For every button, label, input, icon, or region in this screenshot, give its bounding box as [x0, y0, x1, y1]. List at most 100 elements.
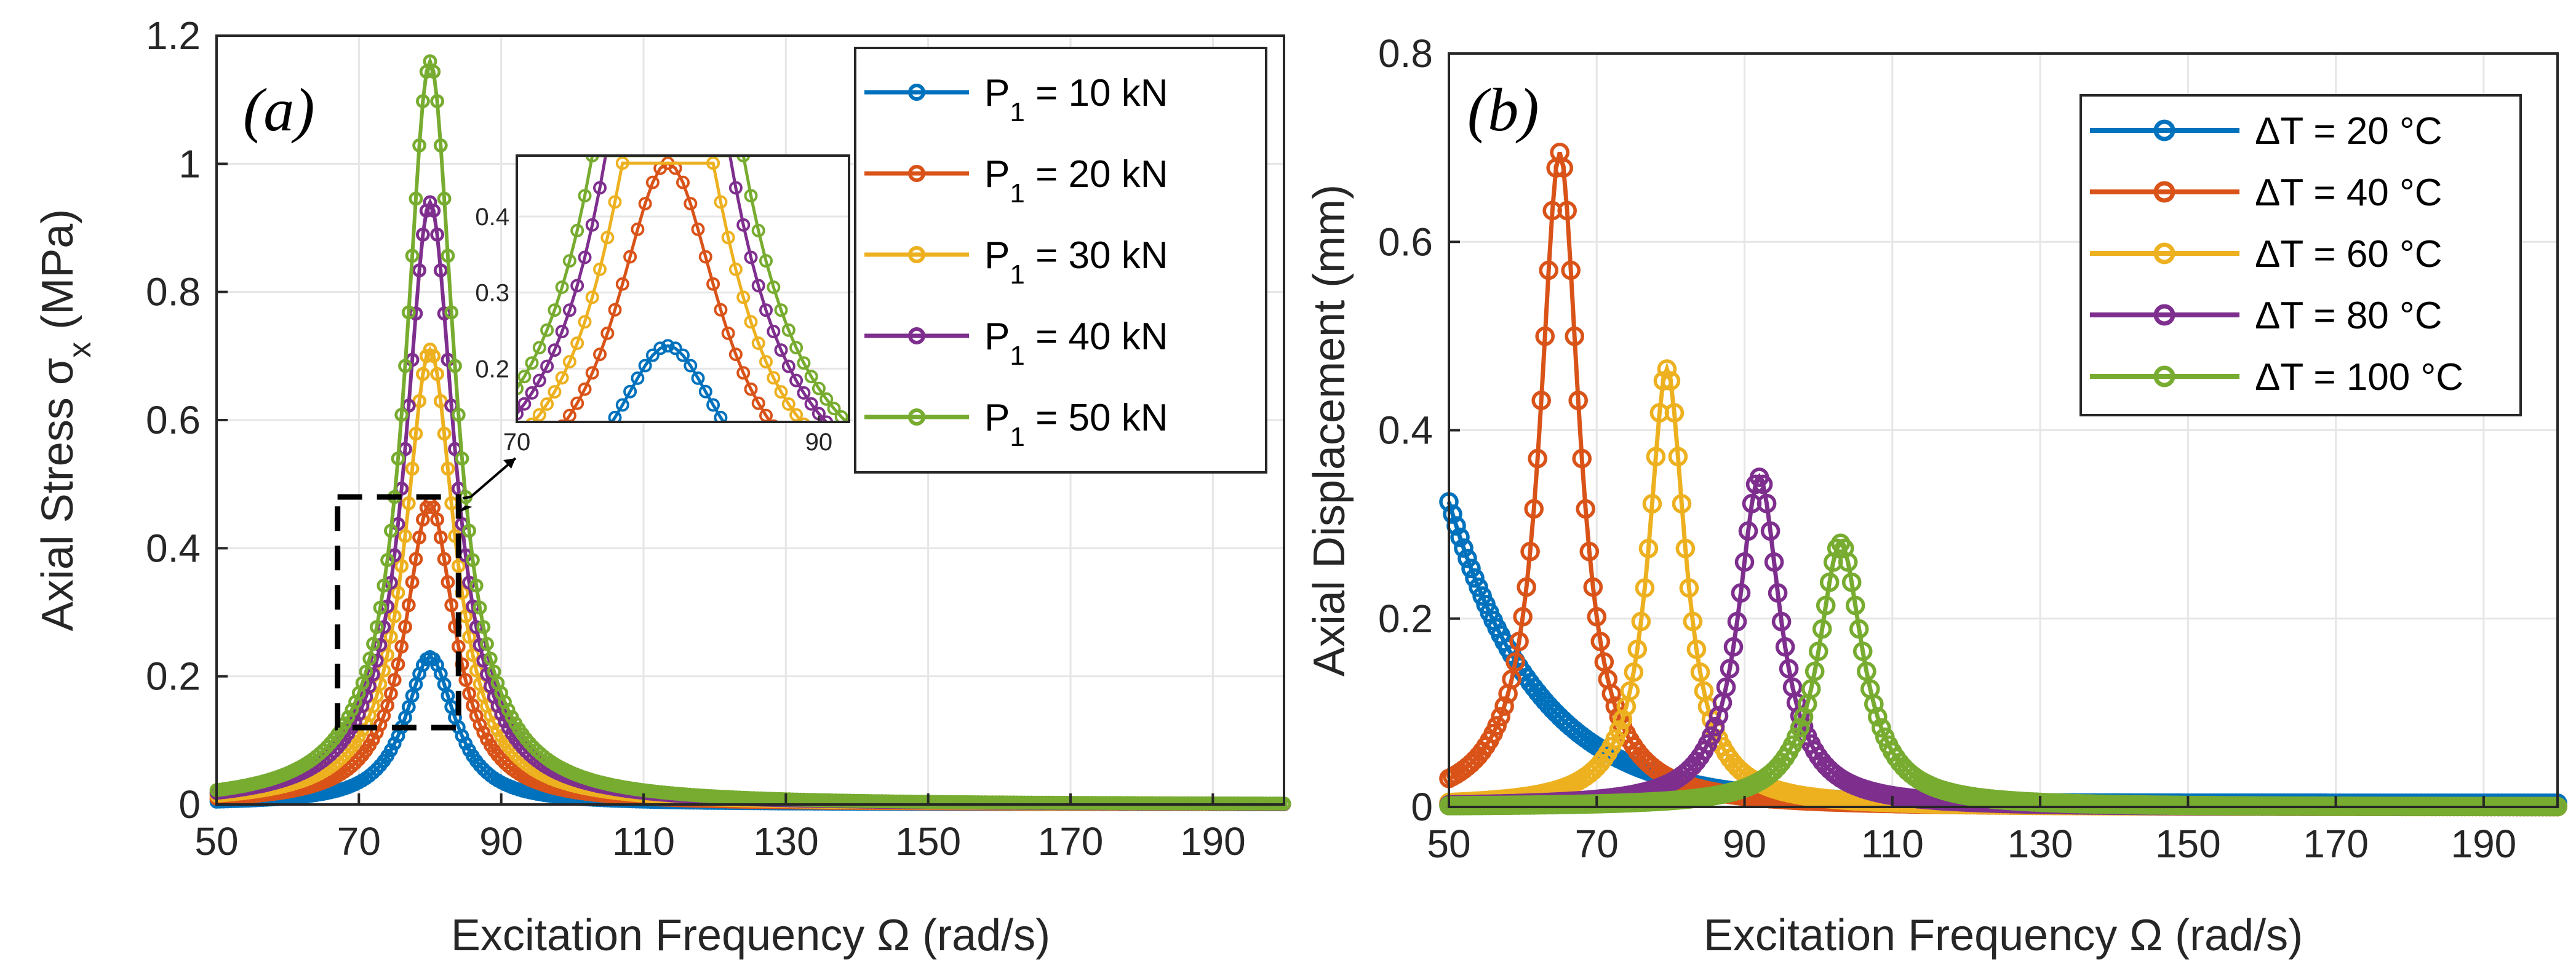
- panel-a-legend-label-main-3: P: [984, 234, 1010, 277]
- panel-a-x-tick-label-2: 90: [479, 819, 523, 864]
- panel-a-series-2-point-65: [441, 575, 455, 589]
- inset-series-1-point-10: [676, 348, 690, 362]
- inset-series-3-point-3: [540, 397, 554, 411]
- panel-a-legend-label-main-2: P: [984, 153, 1010, 196]
- inset-series-5-point-22: [804, 370, 818, 384]
- panel-b-series-2-point-37: [1576, 499, 1595, 519]
- inset-series-1: [608, 339, 728, 422]
- panel-b-series-2-point-42: [1594, 652, 1614, 672]
- panel-b-legend-marker-1: [2153, 119, 2175, 141]
- inset-series-3-point-20: [751, 336, 765, 350]
- panel-a-series-5-point-71: [462, 523, 476, 538]
- panel-a-series-3-point-68: [451, 558, 466, 573]
- panel-a-x-tick-label-3: 110: [612, 819, 675, 864]
- panel-b-series-5-point-116: [1868, 707, 1888, 727]
- panel-a-series-3-point-71: [462, 630, 476, 644]
- inset-series-2-point-25: [736, 366, 751, 380]
- inset-series-5-point-17: [767, 280, 781, 294]
- panel-a-legend-label-main-4: P: [984, 316, 1010, 358]
- inset-series-3-point-9: [585, 290, 599, 304]
- inset-series-2-point-12: [638, 197, 652, 211]
- panel-b-series-4-point-78: [1727, 611, 1747, 632]
- panel-b-series-3-point-67: [1686, 639, 1707, 659]
- panel-a-series-5-point-68: [451, 408, 466, 422]
- panel-b-series-3-point-46: [1609, 720, 1629, 740]
- panel-b-x-ticks: 50 70 90 110 130 150 170 190: [1427, 796, 2516, 866]
- inset-series-4-point-10: [570, 279, 584, 293]
- panel-b-legend-marker-3: [2153, 242, 2175, 264]
- panel-b-series-3-point-50: [1624, 662, 1644, 682]
- inset-series-3-point-15: [714, 195, 728, 209]
- inset-series-3-point-19: [744, 315, 758, 329]
- inset-series-5-point-23: [811, 381, 826, 395]
- panel-a-series-5-point-54: [401, 305, 416, 320]
- panel-b-series-2-point-18: [1505, 652, 1525, 672]
- inset-series-3-point-5: [555, 371, 569, 385]
- panel-a-series-5-point-49: [384, 523, 398, 538]
- panel-a-series-5-point-64: [437, 191, 452, 206]
- panel-b-series-4-point-87: [1760, 521, 1780, 541]
- panel-b-series-4-point-85: [1753, 474, 1773, 494]
- inset-series-4-point-13: [593, 181, 607, 195]
- panel-b-series-5-point-109: [1841, 572, 1862, 592]
- inset-series-4: [517, 156, 834, 422]
- panel-a-x-tick-label-4: 130: [753, 819, 819, 864]
- panel-a-series-2-point-54: [401, 598, 416, 613]
- inset-series-2-point-17: [676, 175, 690, 189]
- inset-series-3-point-14: [706, 156, 720, 170]
- panel-a-legend-label-2: P1 = 20 kN: [984, 153, 1168, 208]
- inset-series-5-point-25: [827, 402, 841, 416]
- panel-a-legend-label-5: P1 = 50 kN: [984, 397, 1168, 452]
- panel-b-series-2-point-31: [1553, 158, 1573, 178]
- panel-a-legend-label-rest-5: = 50 kN: [1025, 397, 1168, 439]
- panel-b-series-5-point-103: [1819, 572, 1840, 592]
- panel-b-series-3-point-54: [1638, 538, 1659, 558]
- inset-series-4-point-18: [744, 250, 758, 264]
- inset-series-1-point-2: [615, 398, 629, 412]
- panel-a-series-3-point-49: [384, 630, 398, 644]
- inset-series-1-point-13: [698, 384, 712, 399]
- panel-a-x-tick-label-7: 190: [1180, 819, 1246, 864]
- panel-b-series-1-point-5: [1457, 549, 1477, 568]
- panel-a-y-ticks: 0 0.2 0.4 0.6 0.8 1 1.2: [146, 14, 228, 827]
- panel-b-series-1-point-4: [1454, 538, 1473, 558]
- inset-series-4-point-3: [517, 397, 532, 411]
- panel-a-series-3-point-53: [398, 529, 412, 543]
- panel-a-series-5-point-53: [398, 359, 412, 373]
- panel-a-series-4-point-43: [362, 679, 377, 694]
- inset-series-5-point-19: [781, 323, 796, 337]
- panel-b-x-tick-label-2: 90: [1723, 822, 1766, 866]
- panel-a-series-5-point-45: [369, 620, 384, 634]
- panel-b-series-2-point-19: [1509, 632, 1529, 651]
- panel-a-series-2-point-44: [366, 732, 380, 747]
- panel-b-series-5-point-98: [1801, 679, 1821, 699]
- panel-b-series-5-point-96: [1793, 707, 1814, 727]
- inset-series-3-point-10: [593, 262, 607, 276]
- panel-a-legend-marker-4: [908, 327, 925, 344]
- panel-a-series-5-point-55: [405, 248, 420, 263]
- panel-a-legend-label-sub-2: 1: [1010, 178, 1024, 208]
- panel-a-series-2-point-51: [391, 657, 405, 672]
- panel-b-series-4-point-75: [1716, 677, 1736, 697]
- panel-b-series-5-point-110: [1845, 595, 1865, 616]
- panel-a-series-5-point-52: [394, 408, 409, 422]
- panel-b-series-1-point-7: [1465, 568, 1485, 588]
- inset-y-tick-label-0: 0.2: [475, 355, 509, 383]
- panel-b-series-4-point-79: [1731, 583, 1751, 603]
- inset-series-3-point-24: [781, 397, 796, 411]
- inset-series-1-point-8: [661, 339, 675, 353]
- panel-a-series-3-point-56: [409, 426, 423, 441]
- panel-b-series-4-point-90: [1771, 611, 1792, 632]
- inset-series-3-point-16: [721, 231, 735, 245]
- panel-b-y-tick-label-3: 0.6: [1378, 220, 1433, 264]
- panel-a-series-5-point-75: [476, 620, 491, 634]
- inset-series-3-point-25: [789, 408, 804, 422]
- inset-series-1-point-6: [645, 348, 660, 362]
- panel-a-series-3-point-52: [394, 558, 409, 573]
- panel-b-series-3-point-55: [1642, 494, 1662, 514]
- inset-series-5-point-26: [834, 410, 848, 422]
- inset-series-3-point-7: [570, 336, 584, 350]
- panel-b-x-tick-label-3: 110: [1861, 822, 1924, 866]
- panel-a-legend-item-5: P1 = 50 kN: [864, 397, 1168, 452]
